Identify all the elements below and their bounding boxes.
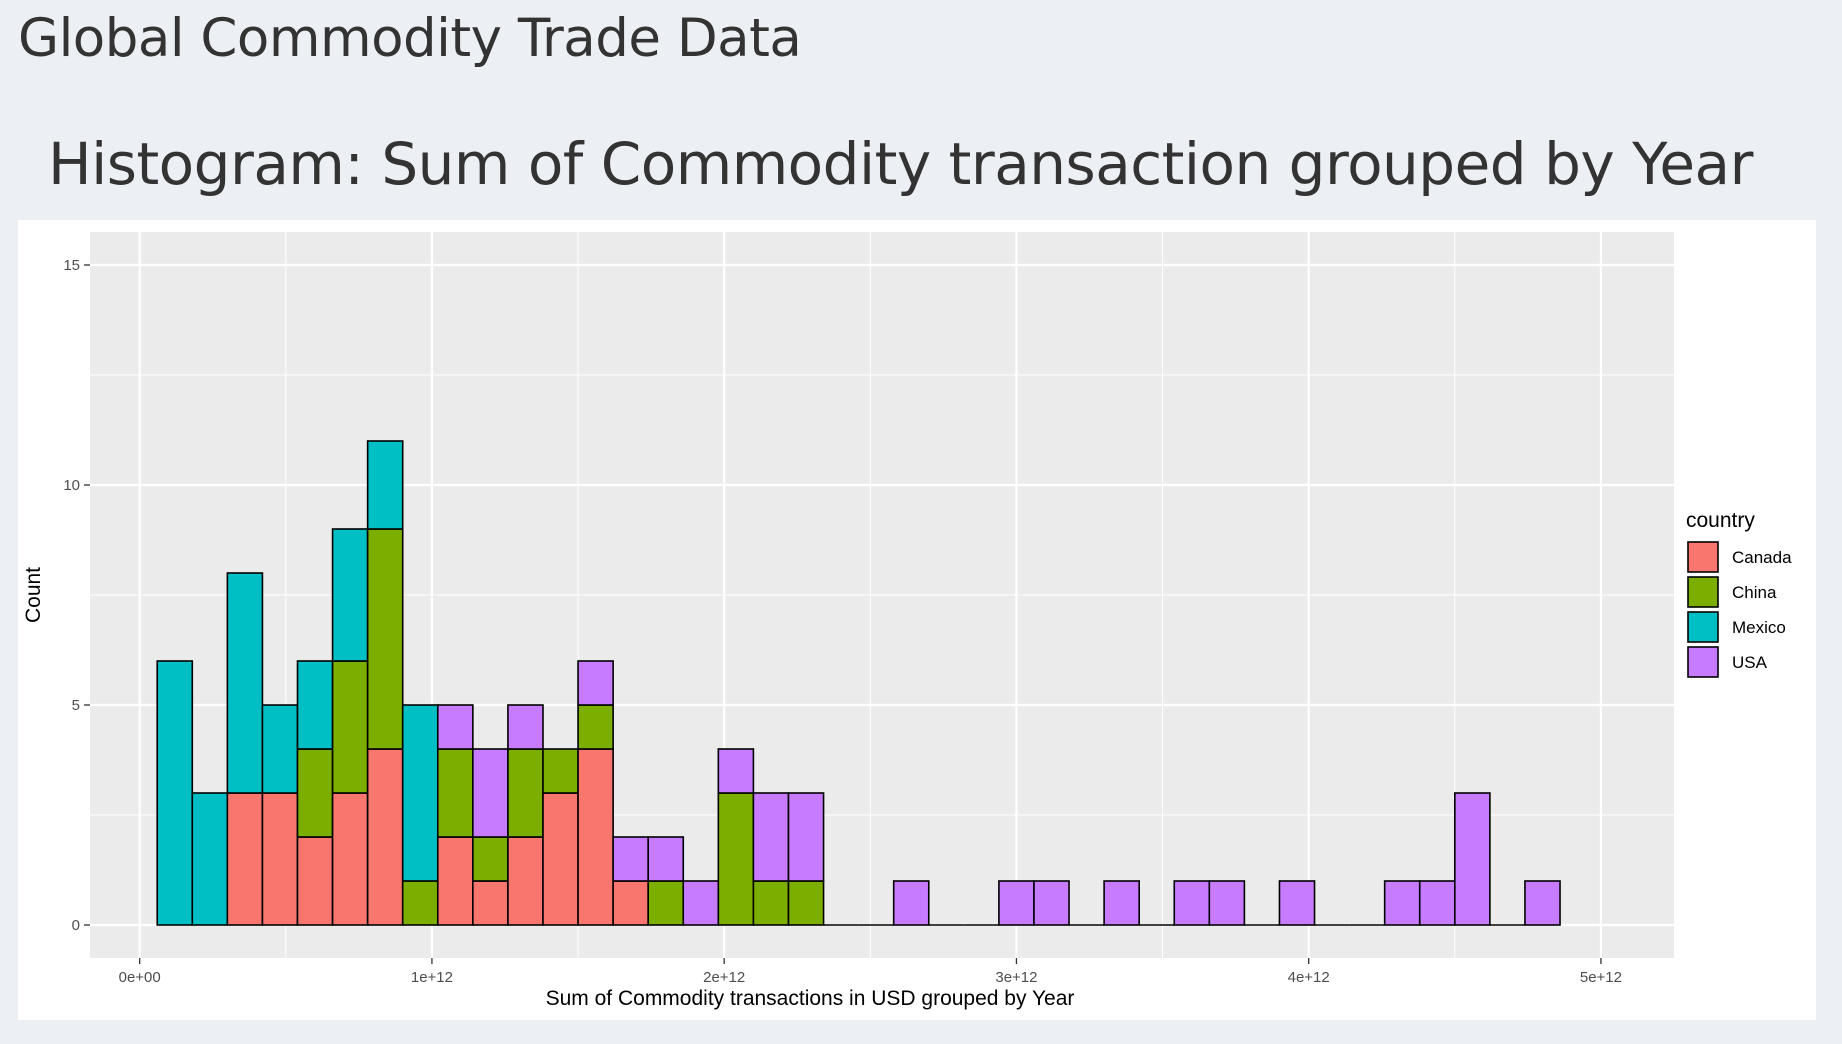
histogram-bar-usa bbox=[647, 836, 685, 882]
histogram-bar-usa bbox=[612, 836, 649, 882]
histogram-bar-usa bbox=[1103, 880, 1140, 926]
histogram-bar-mexico bbox=[331, 528, 369, 662]
histogram-bar-mexico bbox=[366, 440, 404, 530]
histogram-bar-usa bbox=[1418, 880, 1456, 926]
histogram-bar-china bbox=[436, 748, 474, 838]
histogram-bar-mexico bbox=[226, 572, 264, 794]
y-tick-label: 5 bbox=[72, 697, 80, 714]
histogram-bar-china bbox=[717, 792, 755, 926]
histogram-bar-usa bbox=[892, 880, 930, 926]
histogram-bar-usa bbox=[1383, 880, 1421, 926]
x-tick-label: 4e+12 bbox=[1288, 969, 1330, 986]
histogram-bar-canada bbox=[472, 880, 509, 926]
histogram-bar-canada bbox=[542, 792, 579, 926]
legend-key-china bbox=[1687, 576, 1719, 608]
legend-label-mexico: Mexico bbox=[1732, 618, 1786, 637]
histogram-chart: 0 5 10 15 0e+00 1e+12 2e+12 3e+12 4e+12 5e+12 Co… bbox=[22, 232, 1792, 1010]
histogram-bar-usa bbox=[998, 880, 1035, 926]
histogram-bar-canada bbox=[507, 836, 544, 926]
histogram-bar-usa bbox=[1173, 880, 1211, 926]
x-tick-label: 2e+12 bbox=[703, 969, 745, 986]
histogram-bar-usa bbox=[1208, 880, 1246, 926]
legend-title: country bbox=[1686, 509, 1755, 532]
histogram-bar-canada bbox=[331, 792, 369, 926]
x-tick-label: 0e+00 bbox=[119, 969, 161, 986]
histogram-bar-usa bbox=[1524, 880, 1561, 926]
histogram-bar-usa bbox=[577, 660, 614, 706]
page-title: Global Commodity Trade Data bbox=[18, 8, 802, 69]
histogram-bar-china bbox=[507, 748, 544, 838]
x-tick-label: 1e+12 bbox=[411, 969, 453, 986]
y-axis-title: Count bbox=[22, 567, 45, 623]
y-tick-label: 15 bbox=[63, 257, 80, 274]
histogram-bar-usa bbox=[717, 748, 755, 794]
histogram-bar-usa bbox=[507, 704, 544, 750]
histogram-bar-canada bbox=[577, 748, 614, 926]
legend-key-mexico bbox=[1687, 611, 1719, 643]
histogram-bar-canada bbox=[436, 836, 474, 926]
histogram-bar-china bbox=[401, 880, 439, 926]
x-tick-label: 3e+12 bbox=[995, 969, 1037, 986]
histogram-bar-usa bbox=[1454, 792, 1491, 926]
histogram-bar-china bbox=[542, 748, 579, 794]
histogram-bar-usa bbox=[472, 748, 509, 838]
chart-heading: Histogram: Sum of Commodity transaction … bbox=[48, 130, 1753, 198]
histogram-bar-usa bbox=[682, 880, 720, 926]
histogram-bar-china bbox=[787, 880, 825, 926]
histogram-bar-usa bbox=[436, 704, 474, 750]
histogram-bar-canada bbox=[366, 748, 404, 926]
y-tick-label: 0 bbox=[72, 917, 80, 934]
histogram-bar-mexico bbox=[191, 792, 229, 926]
legend-label-canada: Canada bbox=[1732, 548, 1792, 567]
chart-card: 0 5 10 15 0e+00 1e+12 2e+12 3e+12 4e+12 5e+12 Co… bbox=[18, 220, 1816, 1020]
x-tick-label: 5e+12 bbox=[1580, 969, 1622, 986]
histogram-bar-usa bbox=[752, 792, 790, 882]
histogram-bar-usa bbox=[1033, 880, 1070, 926]
histogram-bar-usa bbox=[787, 792, 825, 882]
histogram-bar-canada bbox=[261, 792, 299, 926]
histogram-bar-china bbox=[366, 528, 404, 750]
histogram-bar-mexico bbox=[261, 704, 299, 794]
histogram-bar-canada bbox=[226, 792, 264, 926]
legend-label-usa: USA bbox=[1732, 653, 1768, 672]
histogram-bar-china bbox=[752, 880, 790, 926]
histogram-bar-china bbox=[472, 836, 509, 882]
histogram-bar-mexico bbox=[296, 660, 334, 750]
histogram-bar-china bbox=[296, 748, 334, 838]
histogram-bar-china bbox=[647, 880, 685, 926]
legend-key-usa bbox=[1687, 646, 1719, 678]
y-tick-label: 10 bbox=[63, 477, 80, 494]
histogram-bar-canada bbox=[296, 836, 334, 926]
histogram-bar-usa bbox=[1278, 880, 1316, 926]
legend: country Canada China Mexico USA bbox=[1686, 509, 1792, 678]
histogram-bar-china bbox=[577, 704, 614, 750]
legend-label-china: China bbox=[1732, 583, 1777, 602]
x-axis-title: Sum of Commodity transactions in USD gro… bbox=[546, 987, 1075, 1010]
histogram-bar-mexico bbox=[401, 704, 439, 882]
histogram-bar-china bbox=[331, 660, 369, 794]
histogram-bar-mexico bbox=[156, 660, 194, 926]
legend-key-canada bbox=[1687, 541, 1719, 573]
histogram-bar-canada bbox=[612, 880, 649, 926]
